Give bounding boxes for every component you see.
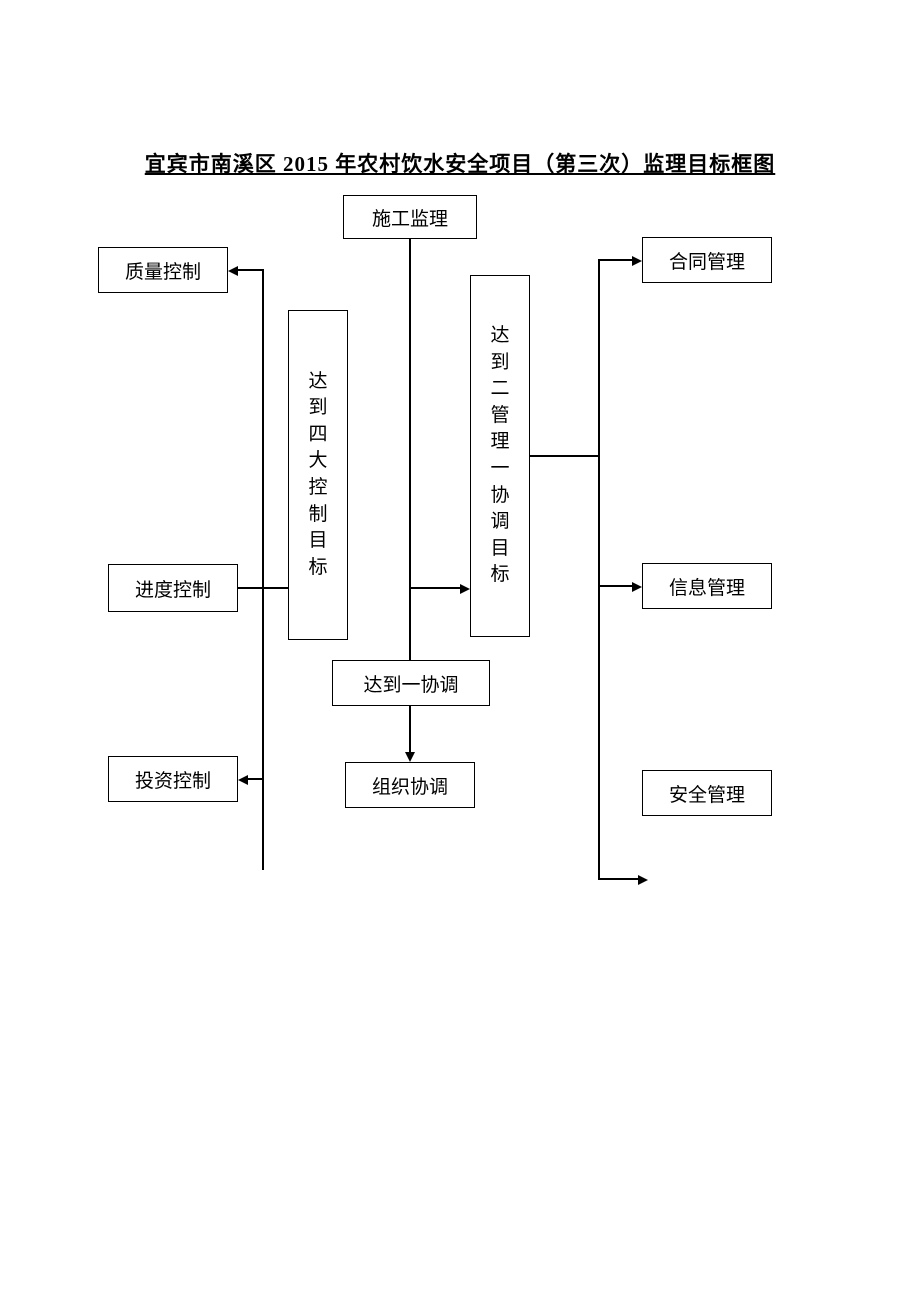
arrow-left-icon (228, 266, 238, 276)
node-one-coordination: 达到一协调 (332, 660, 490, 706)
edge-spine-to-four (262, 587, 288, 589)
node-contract-management: 合同管理 (642, 237, 772, 283)
arrow-right-icon (638, 875, 648, 885)
edge-center-vertical (409, 239, 411, 660)
node-label: 达到二管理一协调目标 (490, 323, 509, 589)
arrow-right-icon (632, 256, 642, 266)
edge-two-to-spine (530, 455, 600, 457)
page-title: 宜宾市南溪区 2015 年农村饮水安全项目（第三次）监理目标框图 (0, 148, 920, 178)
node-label: 安全管理 (669, 780, 745, 807)
edge-left-vertical (262, 270, 264, 870)
edge-to-invest (248, 778, 264, 780)
edge-to-safety (598, 878, 640, 880)
node-progress-control: 进度控制 (108, 564, 238, 612)
node-label: 进度控制 (135, 575, 211, 602)
edge-progress-to-spine (238, 587, 264, 589)
edge-right-vertical (598, 260, 600, 880)
node-investment-control: 投资控制 (108, 756, 238, 802)
arrow-down-icon (405, 752, 415, 762)
node-safety-management: 安全管理 (642, 770, 772, 816)
arrow-right-icon (460, 584, 470, 594)
edge-to-info (598, 585, 634, 587)
node-label: 施工监理 (372, 204, 448, 231)
node-quality-control: 质量控制 (98, 247, 228, 293)
edge-center-to-two (411, 587, 462, 589)
node-four-control-goals: 达到四大控制目标 (288, 310, 348, 640)
node-label: 合同管理 (669, 247, 745, 274)
arrow-right-icon (632, 582, 642, 592)
node-label: 信息管理 (669, 573, 745, 600)
node-label: 投资控制 (135, 766, 211, 793)
edge-to-quality (238, 269, 264, 271)
node-label: 组织协调 (372, 772, 448, 799)
node-label: 达到四大控制目标 (308, 369, 327, 582)
node-construction-supervision: 施工监理 (343, 195, 477, 239)
node-label: 达到一协调 (363, 670, 458, 697)
node-two-management-goals: 达到二管理一协调目标 (470, 275, 530, 637)
node-info-management: 信息管理 (642, 563, 772, 609)
arrow-left-icon (238, 775, 248, 785)
node-label: 质量控制 (125, 257, 201, 284)
node-org-coordination: 组织协调 (345, 762, 475, 808)
edge-coord-to-org (409, 706, 411, 754)
edge-to-contract (598, 259, 634, 261)
